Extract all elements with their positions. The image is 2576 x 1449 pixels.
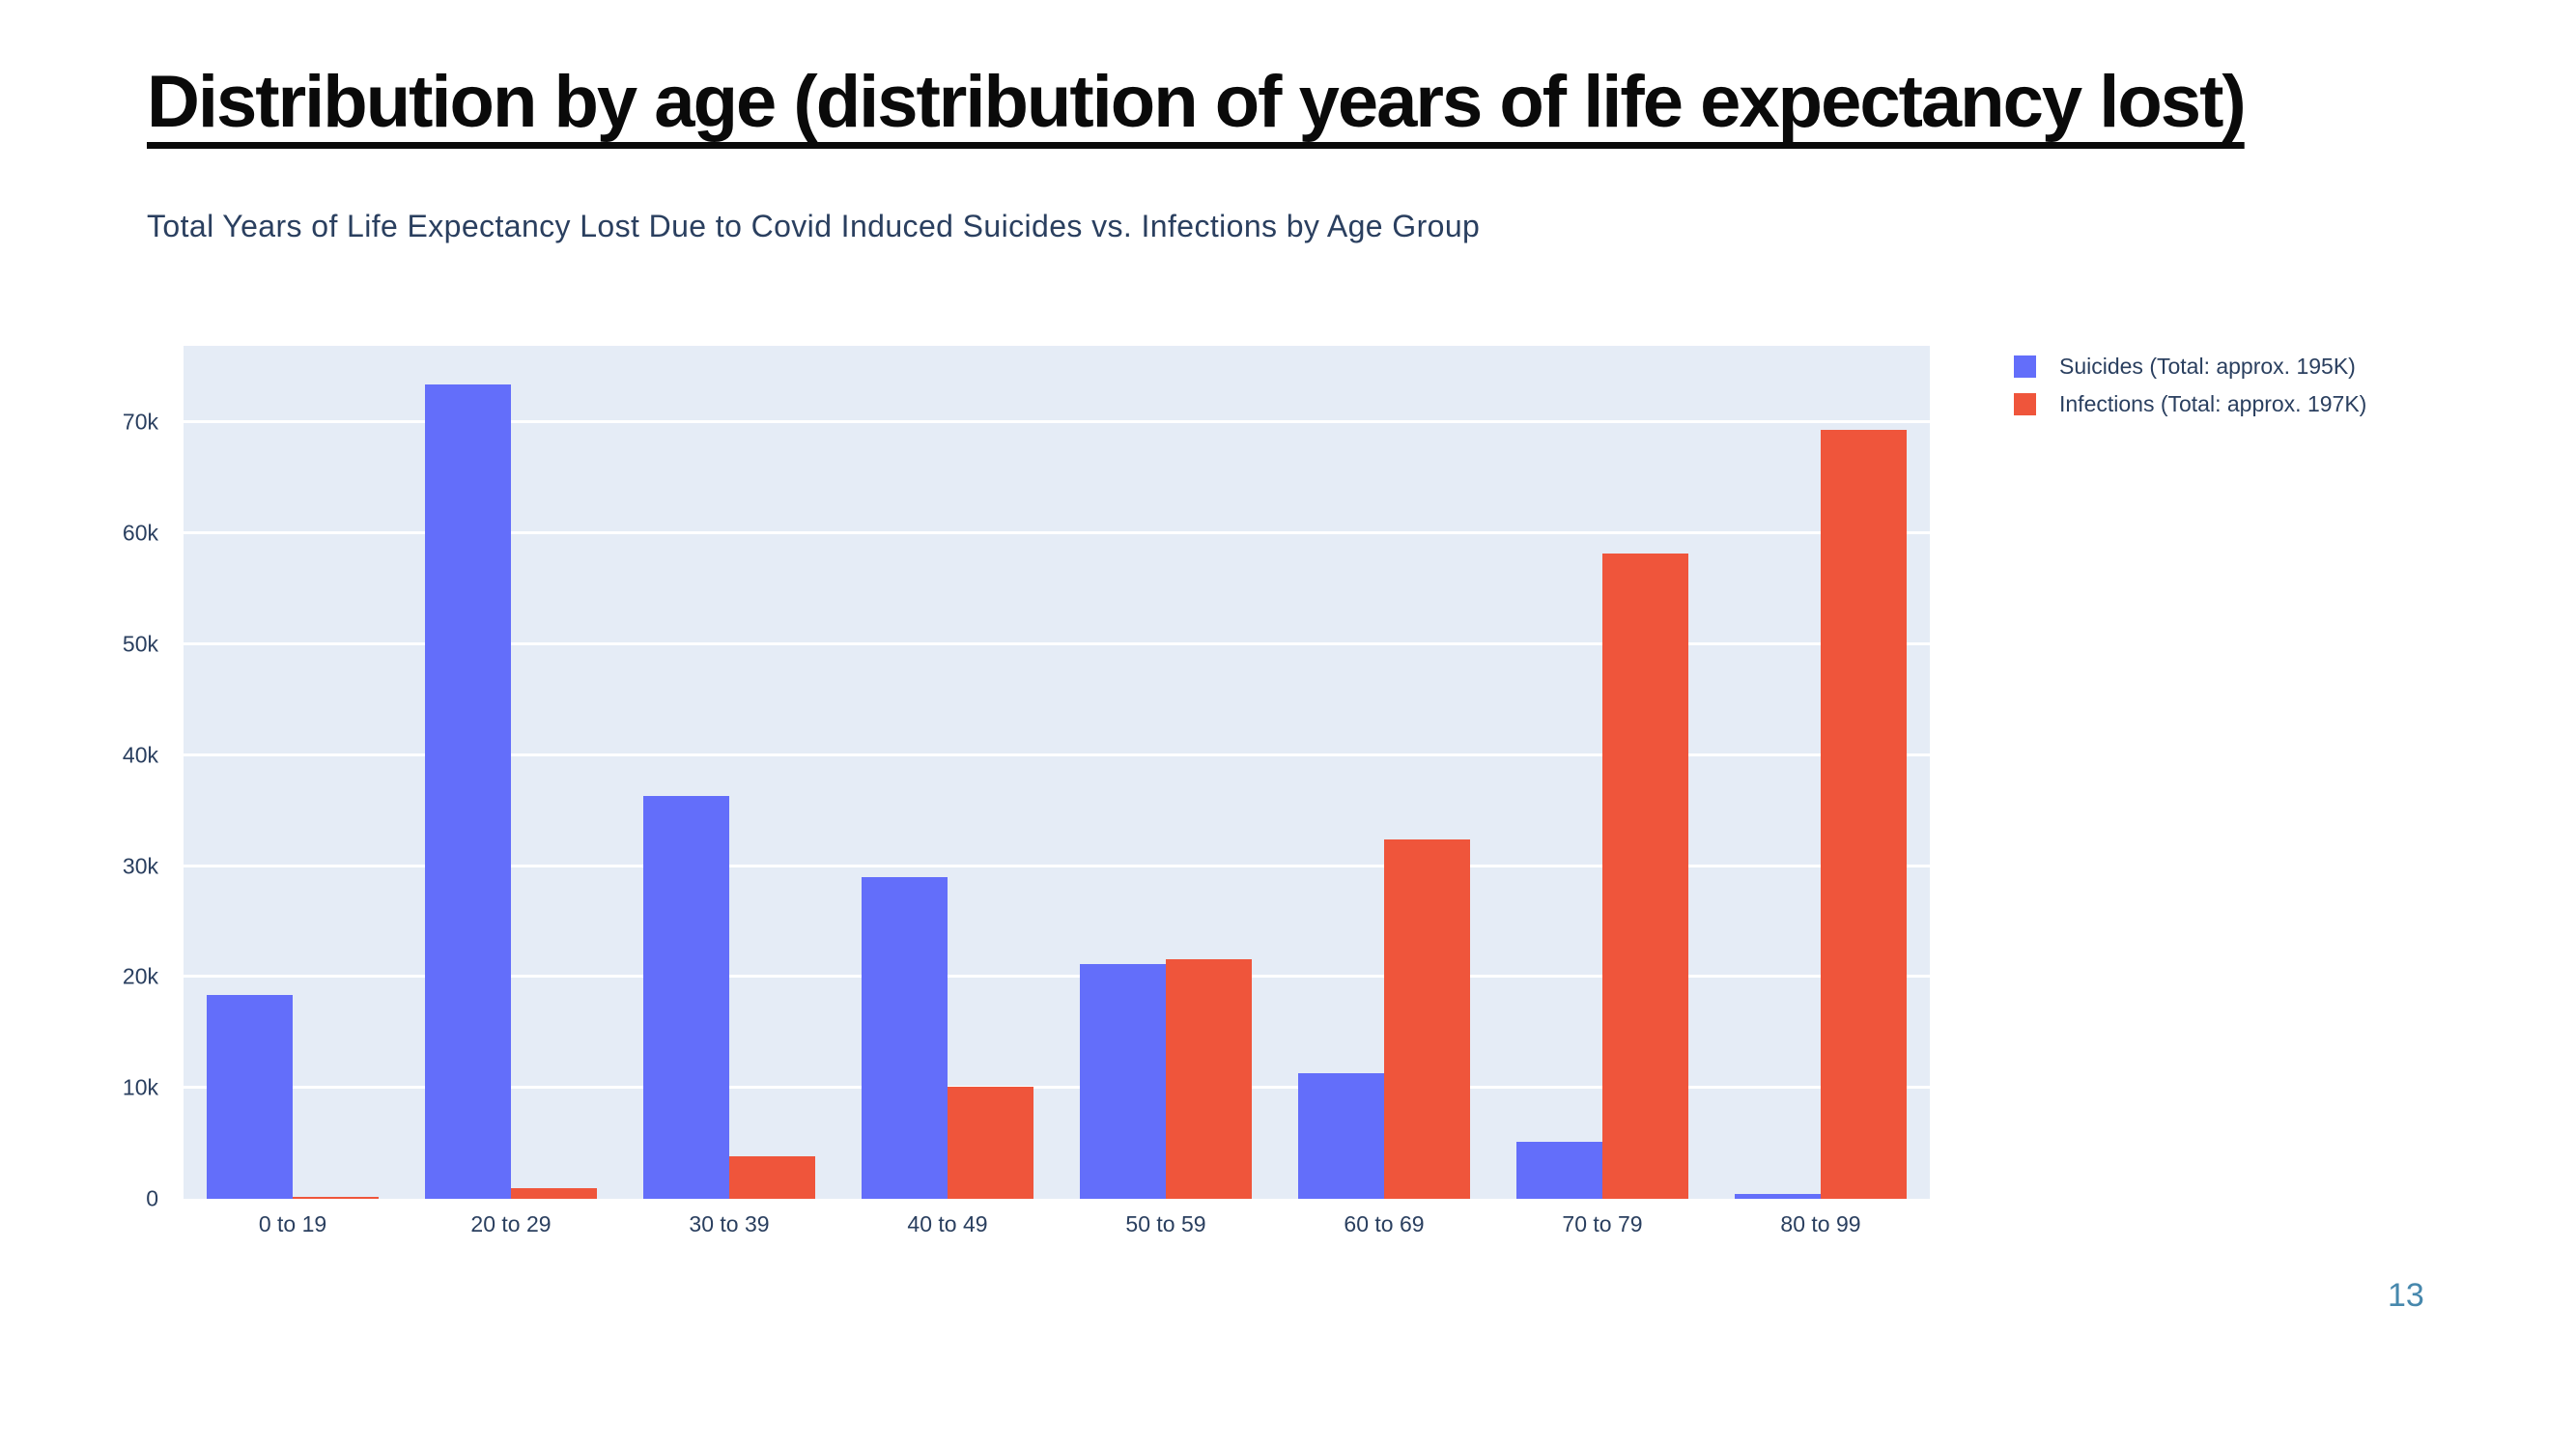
bar-infections-20-to-29[interactable] xyxy=(511,1187,598,1199)
legend-swatch-icon xyxy=(2014,393,2036,415)
legend-item-infections[interactable]: Infections (Total: approx. 197K) xyxy=(2014,391,2366,417)
y-tick-label-10k: 10k xyxy=(122,1074,158,1100)
x-tick-label-50-to-59: 50 to 59 xyxy=(1125,1211,1206,1236)
y-axis: 0 10k 20k 30k 40k 50k 60k 70k xyxy=(0,346,172,1211)
bar-suicides-20-to-29[interactable] xyxy=(424,384,511,1199)
y-tick-label-40k: 40k xyxy=(122,742,158,768)
x-tick-label-70-to-79: 70 to 79 xyxy=(1562,1211,1643,1236)
bar-infections-30-to-39[interactable] xyxy=(729,1156,816,1199)
y-tick-label-50k: 50k xyxy=(122,631,158,657)
y-tick-label-70k: 70k xyxy=(122,409,158,435)
bar-group-50-to-59 xyxy=(1057,346,1275,1199)
x-tick-label-60-to-69: 60 to 69 xyxy=(1344,1211,1425,1236)
slide-title: Distribution by age (distribution of yea… xyxy=(147,61,2247,143)
bar-suicides-0-to-19[interactable] xyxy=(206,994,293,1199)
y-tick-label-60k: 60k xyxy=(122,520,158,546)
bar-group-40-to-49 xyxy=(838,346,1057,1199)
bar-suicides-80-to-99[interactable] xyxy=(1734,1194,1821,1199)
bar-suicides-30-to-39[interactable] xyxy=(642,796,729,1199)
y-tick-label-30k: 30k xyxy=(122,853,158,879)
bar-infections-80-to-99[interactable] xyxy=(1821,430,1908,1199)
bar-suicides-40-to-49[interactable] xyxy=(861,877,948,1199)
legend-label: Infections (Total: approx. 197K) xyxy=(2059,391,2367,416)
bar-group-0-to-19 xyxy=(184,346,402,1199)
bar-group-30-to-39 xyxy=(620,346,838,1199)
legend-swatch-icon xyxy=(2014,355,2036,378)
bar-infections-60-to-69[interactable] xyxy=(1384,838,1471,1199)
bar-group-20-to-29 xyxy=(402,346,620,1199)
x-axis: 0 to 19 20 to 29 30 to 39 40 to 49 50 to 59 6… xyxy=(184,1211,1930,1237)
bar-group-80-to-99 xyxy=(1712,346,1930,1199)
bar-infections-40-to-49[interactable] xyxy=(948,1087,1034,1199)
page-number: 13 xyxy=(2388,1277,2424,1314)
x-tick-label-40-to-49: 40 to 49 xyxy=(907,1211,988,1236)
legend-label: Suicides (Total: approx. 195K) xyxy=(2059,354,2356,379)
bar-suicides-70-to-79[interactable] xyxy=(1515,1142,1602,1199)
bar-infections-50-to-59[interactable] xyxy=(1166,958,1253,1199)
y-tick-label-20k: 20k xyxy=(122,963,158,989)
legend-item-suicides[interactable]: Suicides (Total: approx. 195K) xyxy=(2014,354,2366,380)
chart-title: Total Years of Life Expectancy Lost Due … xyxy=(147,209,1481,243)
y-tick-label-0: 0 xyxy=(146,1185,158,1211)
bar-infections-70-to-79[interactable] xyxy=(1602,553,1689,1199)
legend: Suicides (Total: approx. 195K) Infections… xyxy=(2014,354,2366,417)
x-tick-label-80-to-99: 80 to 99 xyxy=(1780,1211,1861,1236)
x-tick-label-20-to-29: 20 to 29 xyxy=(470,1211,552,1236)
x-tick-label-0-to-19: 0 to 19 xyxy=(258,1211,327,1236)
bar-group-60-to-69 xyxy=(1275,346,1493,1199)
bar-suicides-60-to-69[interactable] xyxy=(1297,1073,1384,1199)
bar-group-70-to-79 xyxy=(1493,346,1712,1199)
x-tick-label-30-to-39: 30 to 39 xyxy=(689,1211,770,1236)
plot-area xyxy=(184,346,1930,1199)
bar-suicides-50-to-59[interactable] xyxy=(1079,963,1166,1199)
bar-infections-0-to-19[interactable] xyxy=(293,1197,380,1199)
